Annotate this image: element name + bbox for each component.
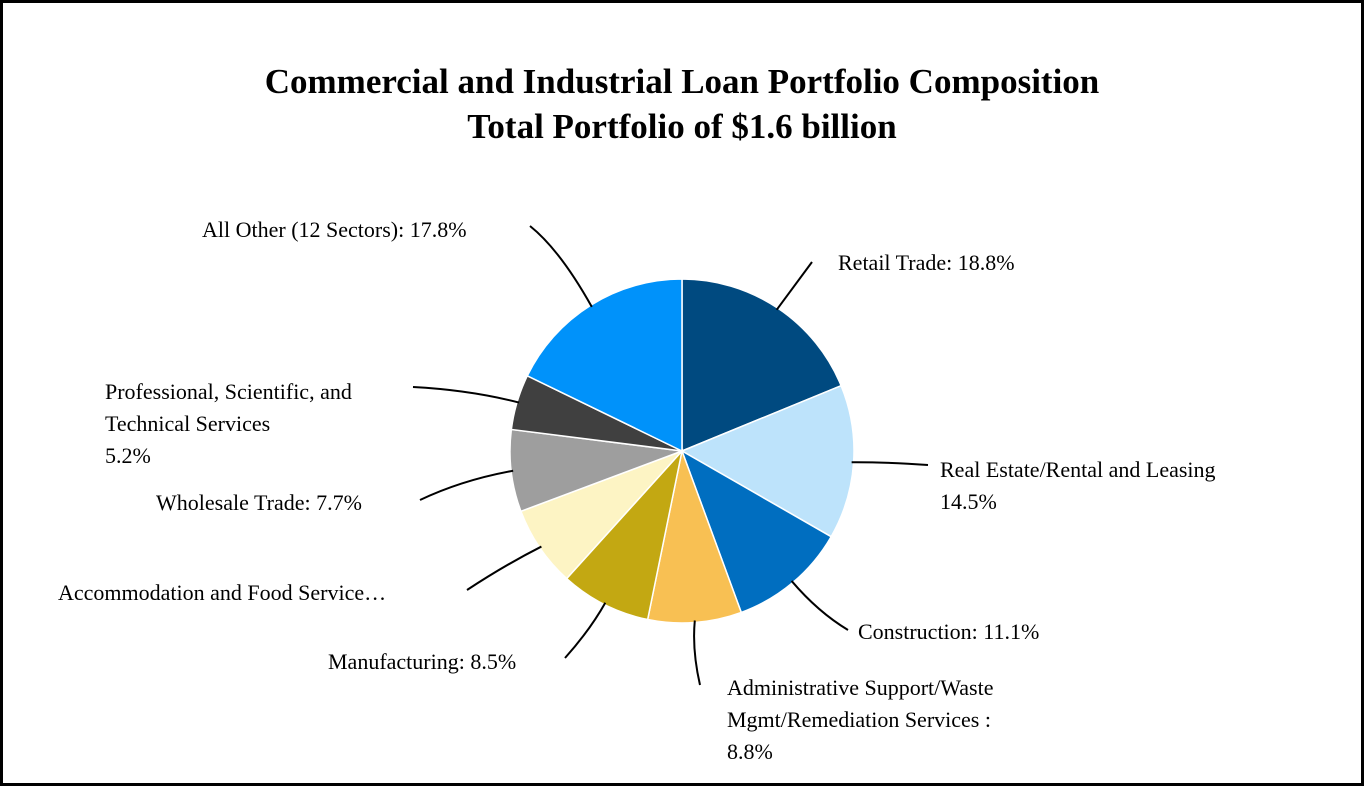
chart-title: Commercial and Industrial Loan Portfolio…	[264, 62, 1100, 101]
slice-label-7: Wholesale Trade: 7.7%	[156, 490, 362, 515]
leader-line-3	[790, 580, 849, 631]
slice-label-9: All Other (12 Sectors): 17.8%	[202, 217, 467, 242]
slice-label-5: Manufacturing: 8.5%	[328, 649, 517, 674]
slice-label-8: Professional, Scientific, and Technical …	[105, 379, 352, 468]
leader-line-6	[466, 545, 542, 591]
leader-line-7	[419, 469, 514, 501]
leader-line-2	[851, 461, 929, 466]
chart-subtitle: Total Portfolio of $1.6 billion	[467, 107, 897, 146]
pie-slices	[509, 278, 855, 624]
slice-label-1: Retail Trade: 18.8%	[838, 250, 1015, 275]
slice-label-6: Accommodation and Food Service…	[58, 580, 387, 605]
leader-line-8	[412, 386, 520, 404]
slice-label-4: Administrative Support/Waste Mgmt/Remedi…	[727, 675, 994, 764]
leader-line-1	[775, 261, 813, 311]
slice-label-2: Real Estate/Rental and Leasing 14.5%	[940, 457, 1216, 514]
leader-line-9	[529, 225, 593, 308]
slice-label-3: Construction: 11.1%	[858, 619, 1040, 644]
leader-lines	[412, 225, 929, 686]
leader-line-4	[693, 620, 701, 686]
leader-line-5	[564, 602, 607, 659]
